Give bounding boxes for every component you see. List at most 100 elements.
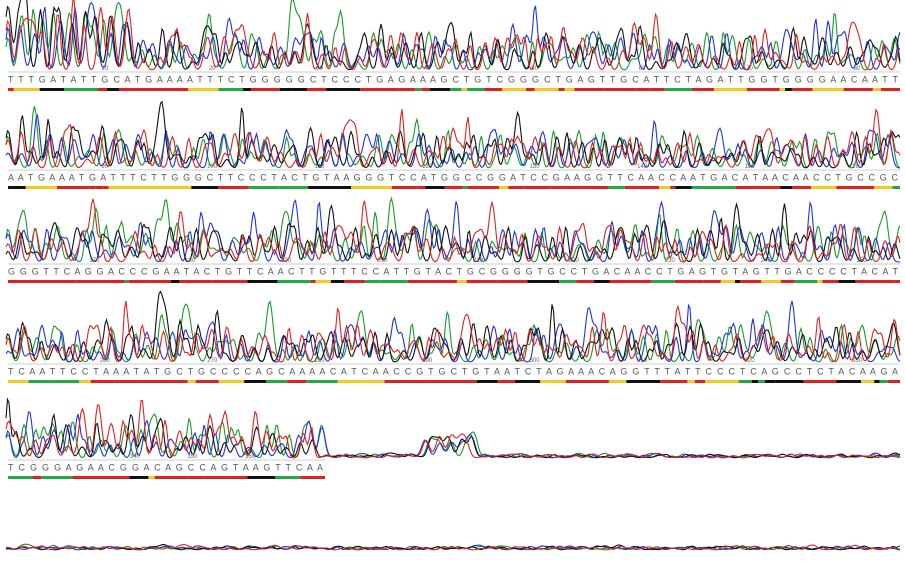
- quality-bar: [57, 280, 76, 283]
- quality-bar: [218, 186, 249, 189]
- quality-bar: [280, 186, 308, 189]
- quality-bar: [188, 88, 218, 91]
- quality-bar: [307, 88, 318, 91]
- quality-bar: [675, 186, 691, 189]
- position-number: 100: [207, 164, 218, 170]
- sequence: A A T G A A A T G A T T T C T T G G G C …: [8, 172, 899, 182]
- quality-bar: [608, 186, 624, 189]
- quality-bar: [675, 280, 704, 283]
- quality-bar: [566, 380, 580, 383]
- quality-bar: [308, 186, 337, 189]
- quality-bar: [241, 280, 247, 283]
- quality-bar: [804, 380, 837, 383]
- position-number: 210: [473, 258, 484, 264]
- position-number: 180: [185, 258, 196, 264]
- quality-bar: [188, 380, 196, 383]
- quality-bar: [780, 88, 785, 91]
- quality-bar: [467, 186, 499, 189]
- quality-bar: [191, 186, 218, 189]
- quality-bar: [244, 380, 266, 383]
- quality-bar: [385, 380, 410, 383]
- quality-bar: [781, 186, 792, 189]
- quality-bar: [280, 88, 291, 91]
- quality-bar: [29, 380, 55, 383]
- quality-bar: [499, 186, 508, 189]
- quality-bar: [445, 186, 463, 189]
- chromatogram: T T T G A T A T T G C A T G A A A A T T …: [0, 0, 905, 566]
- quality-bar: [109, 186, 142, 189]
- quality-bar: [95, 186, 103, 189]
- quality-bar: [415, 88, 421, 91]
- quality-bar: [895, 280, 900, 283]
- quality-bar: [306, 380, 337, 383]
- quality-bar: [739, 380, 752, 383]
- quality-bar: [8, 476, 33, 479]
- quality-bar: [38, 280, 57, 283]
- quality-bar: [881, 88, 900, 91]
- quality-bar: [122, 476, 129, 479]
- quality-bar: [134, 88, 144, 91]
- quality-bar: [380, 280, 407, 283]
- quality-bar: [457, 280, 467, 283]
- quality-bar: [337, 186, 351, 189]
- quality-bar: [98, 88, 107, 91]
- quality-bar: [129, 476, 148, 479]
- quality-bar: [463, 186, 468, 189]
- position-number: 130: [530, 164, 541, 170]
- quality-bar: [425, 186, 445, 189]
- quality-bar: [26, 186, 57, 189]
- quality-bar: [871, 280, 895, 283]
- quality-bar: [838, 280, 855, 283]
- position-number: 270: [207, 358, 218, 364]
- quality-bar: [129, 280, 150, 283]
- quality-bar: [338, 380, 354, 383]
- quality-bar: [278, 280, 311, 283]
- quality-bar: [498, 380, 515, 383]
- quality-bar: [873, 88, 881, 91]
- quality-bar: [318, 88, 326, 91]
- position-number: 190: [281, 258, 292, 264]
- position-number: 60: [639, 66, 646, 72]
- quality-bar: [430, 88, 435, 91]
- quality-bar: [225, 476, 247, 479]
- quality-bar: [311, 280, 316, 283]
- quality-bar: [318, 476, 325, 479]
- quality-bar: [792, 88, 813, 91]
- quality-bar: [629, 280, 651, 283]
- quality-bar: [275, 476, 300, 479]
- quality-bar: [96, 380, 115, 383]
- trace: [6, 3, 900, 70]
- quality-bar: [79, 380, 91, 383]
- quality-bar: [540, 380, 545, 383]
- quality-bar: [91, 380, 96, 383]
- quality-bar: [781, 280, 795, 283]
- quality-bar: [583, 186, 608, 189]
- quality-bar: [695, 380, 705, 383]
- quality-bar: [219, 88, 243, 91]
- quality-bar: [212, 280, 241, 283]
- quality-bar: [665, 88, 674, 91]
- quality-bar: [247, 280, 277, 283]
- quality-bar: [90, 186, 96, 189]
- quality-bar: [758, 380, 765, 383]
- quality-bar: [54, 380, 79, 383]
- quality-bar: [813, 88, 844, 91]
- quality-bar: [837, 380, 861, 383]
- quality-bar: [874, 380, 880, 383]
- quality-bar: [811, 186, 836, 189]
- quality-bar: [461, 88, 467, 91]
- quality-bar: [754, 186, 780, 189]
- quality-bar: [98, 280, 124, 283]
- position-number: 350: [187, 454, 198, 460]
- quality-bar: [467, 88, 484, 91]
- quality-bar: [291, 88, 307, 91]
- quality-bar: [888, 380, 900, 383]
- quality-bar: [196, 380, 219, 383]
- quality-bar: [515, 380, 540, 383]
- quality-bar: [776, 380, 804, 383]
- quality-bar: [8, 186, 12, 189]
- quality-bar: [392, 186, 417, 189]
- quality-bar: [12, 186, 26, 189]
- quality-bar: [57, 186, 90, 189]
- quality-bar: [565, 88, 575, 91]
